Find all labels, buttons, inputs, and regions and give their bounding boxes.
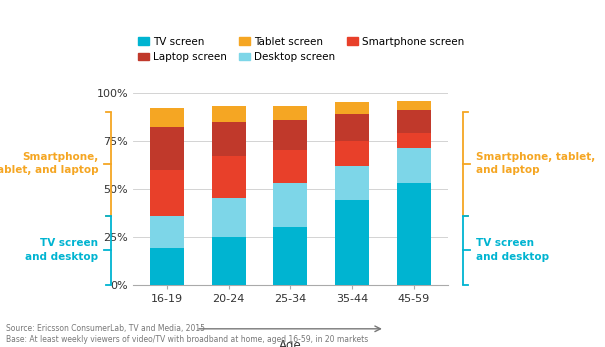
Bar — [397, 183, 431, 285]
Bar — [335, 114, 369, 141]
Bar — [212, 237, 246, 285]
Bar — [150, 170, 184, 215]
Bar — [273, 150, 307, 183]
Bar — [273, 227, 307, 285]
Bar — [335, 200, 369, 285]
Bar — [335, 166, 369, 200]
Bar — [150, 248, 184, 285]
Bar — [150, 108, 184, 127]
Bar — [397, 149, 431, 183]
Bar — [212, 106, 246, 121]
Bar — [212, 121, 246, 156]
Bar — [397, 101, 431, 110]
Bar — [397, 133, 431, 149]
Bar — [335, 141, 369, 166]
Bar — [150, 215, 184, 248]
Bar — [212, 156, 246, 198]
Bar — [335, 102, 369, 114]
Bar — [273, 120, 307, 150]
Text: Source: Ericsson ConsumerLab, TV and Media, 2015
Base: At least weekly viewers o: Source: Ericsson ConsumerLab, TV and Med… — [6, 324, 368, 344]
Text: Age: Age — [279, 339, 302, 347]
Bar — [273, 106, 307, 120]
Text: Smartphone, tablet,
and laptop: Smartphone, tablet, and laptop — [476, 152, 595, 175]
Bar — [212, 198, 246, 237]
Bar — [397, 110, 431, 133]
Text: TV screen
and desktop: TV screen and desktop — [476, 238, 549, 262]
Legend: TV screen, Laptop screen, Tablet screen, Desktop screen, Smartphone screen: TV screen, Laptop screen, Tablet screen,… — [139, 37, 464, 62]
Text: TV screen
and desktop: TV screen and desktop — [25, 238, 99, 262]
Bar — [150, 127, 184, 170]
Text: Smartphone,
tablet, and laptop: Smartphone, tablet, and laptop — [0, 152, 99, 175]
Bar — [273, 183, 307, 227]
